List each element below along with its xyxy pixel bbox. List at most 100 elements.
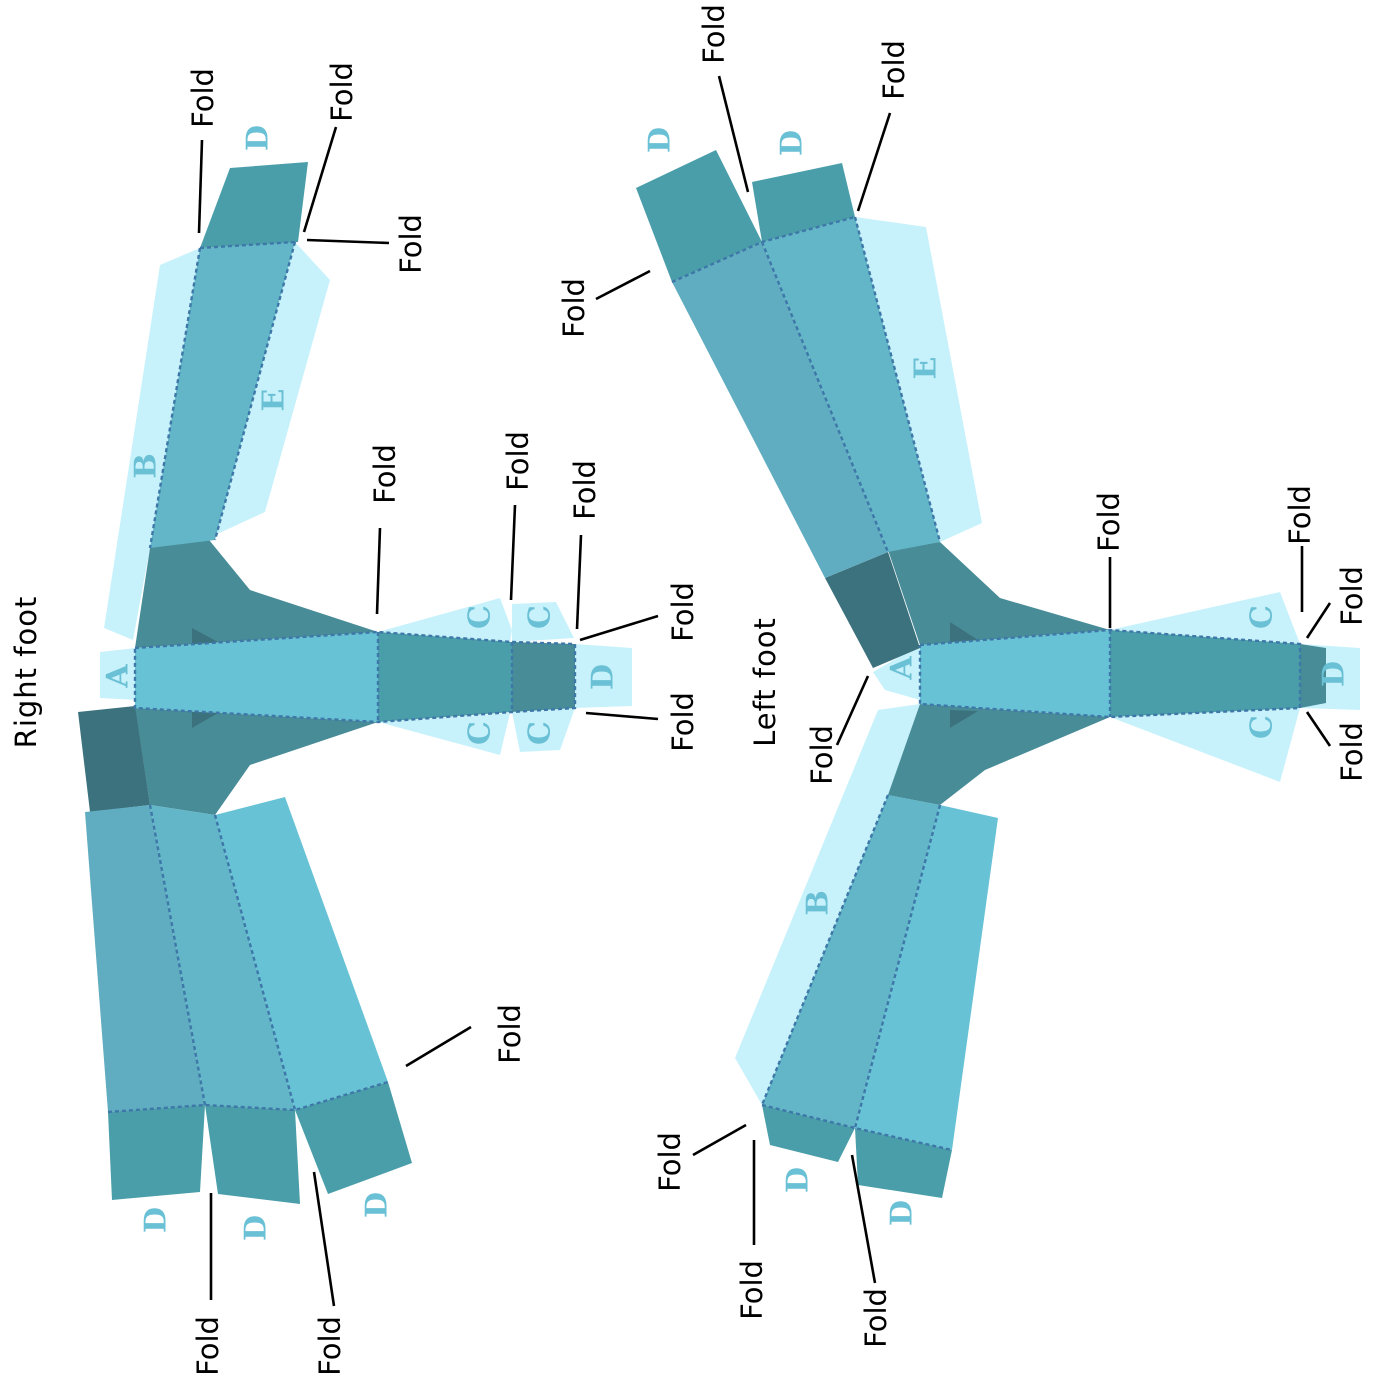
leader-line [1305,602,1332,639]
fold-label: Fold [568,460,602,520]
arrow-mark-upper [950,622,978,642]
tab-letter-e: E [909,357,944,380]
tab-letter-b: B [129,453,164,478]
leader-line [1305,711,1332,747]
panel-upper-col2-left [762,217,940,552]
tab-letter-a: A [885,656,920,681]
score-line [107,1080,389,1114]
fold-label: Fold [666,692,700,752]
leader-line [575,534,583,630]
fold-label: Fold [877,40,911,100]
leader-line [850,1154,877,1284]
right-foot-template: D B E A C C C C D D D D [9,62,700,1376]
right-foot-connectors [135,535,378,815]
right-foot-score-lines [107,240,577,1114]
leader-line [835,675,870,746]
tab-letter-d: D [239,1215,274,1241]
score-line [213,814,297,1111]
fold-label: Fold [501,431,535,491]
tab-c-right-lower [378,713,510,755]
tab-b-right [104,248,200,640]
score-line [199,240,296,250]
tab-letter-d: D [586,664,621,690]
score-line [148,247,202,549]
leader-line [717,75,750,193]
tab-letter-d: D [241,125,276,151]
leader-line [509,504,517,601]
tab-letter-d: D [775,130,810,156]
tab-letter-d: D [1317,661,1352,687]
fold-label: Fold [1283,485,1317,545]
fold-label: Fold [368,444,402,504]
leader-line [856,112,892,212]
panel-lower-cap2-right [205,1105,300,1204]
panel-upper-leg-right [150,242,295,548]
leader-line [306,238,390,245]
panel-upper-col1-left [672,242,888,578]
panel-lower-cap1-right [108,1105,205,1200]
right-foot-leader-lines [197,126,659,1307]
leader-line [302,126,338,233]
tab-letter-e: E [257,389,292,412]
panel-sole-mid-left [1110,630,1300,717]
tab-letter-d: D [885,1200,920,1226]
fold-label: Fold [1335,566,1369,626]
left-foot-template: D D E A C C D B D D Fold [557,4,1369,1348]
score-line [761,1103,953,1152]
left-foot-score-lines [671,215,1302,1152]
connector-upper-left [888,542,1110,645]
fold-label: Fold [697,4,731,64]
right-foot-fold-labels: Fold Fold Fold Fold Fold Fold Fold Fold … [186,62,700,1376]
left-foot-leader-lines [595,75,1332,1284]
panel-lower-col2-left [855,805,998,1150]
fold-label: Fold [394,214,428,274]
panel-upper-cap-right [200,162,308,248]
leader-line [312,1171,336,1307]
tab-letter-a: A [101,664,136,689]
right-foot-glue-tabs [100,242,632,755]
panel-sole-toe-left [1300,644,1326,708]
fold-label: Fold [493,1004,527,1064]
tab-e-left [855,217,982,542]
leader-line [692,1123,747,1157]
tab-letter-d: D [139,1207,174,1233]
panel-sole-toe-right [512,642,575,712]
left-foot-arrow-marks [950,622,978,728]
tab-letter-c: C [463,605,498,629]
panel-sole-mid-right [378,632,512,722]
left-foot-fold-labels: Fold Fold Fold Fold Fold Fold Fold Fold … [557,4,1369,1348]
arrow-mark-lower [950,710,978,728]
leader-line [197,139,204,234]
panel-lower-cap3-right [295,1082,412,1194]
tab-letter-d: D [781,1167,816,1193]
tab-c-right-lower-2 [512,708,575,752]
panel-lower-col1-left [762,795,940,1128]
panel-upper-cap1-left [636,150,762,282]
right-foot-tab-letters: D B E A C C C C D D D D [101,125,621,1241]
tab-letter-c: C [1245,605,1280,629]
leader-line [595,269,651,301]
right-foot-title: Right foot [9,596,43,749]
panel-lower-heel-right [78,706,150,812]
leader-line [579,614,659,642]
left-foot-title: Left foot [748,617,782,747]
fold-label: Fold [805,725,839,785]
connector-upper-right [135,535,378,648]
connector-lower-right [135,708,378,815]
tab-c-right-upper-2 [512,602,574,642]
fold-label: Fold [1335,722,1369,782]
tab-a-right [100,648,136,700]
fold-label: Fold [859,1288,893,1348]
fold-label: Fold [666,582,700,642]
tab-letter-d: D [360,1192,395,1218]
panel-heel-left [825,552,920,668]
fold-label: Fold [325,62,359,122]
leader-line [405,1025,472,1068]
tab-letter-d: D [643,127,678,153]
arrow-mark-lower [192,712,218,728]
tab-letter-b: B [801,890,836,915]
left-foot-tab-letters: D D E A C C D B D D [643,127,1352,1226]
fold-label: Fold [313,1316,347,1376]
connector-lower-left [888,704,1110,805]
